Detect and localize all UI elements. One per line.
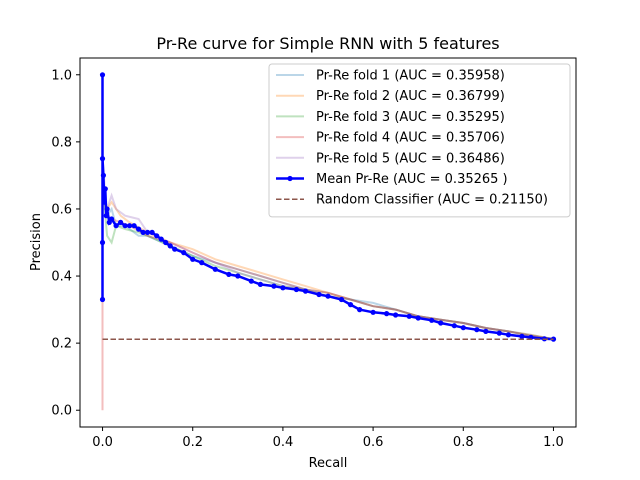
mean-point (370, 309, 376, 315)
mean-point (99, 72, 106, 78)
mean-point (113, 223, 119, 229)
plot-area (99, 72, 557, 411)
mean-point (316, 291, 322, 298)
y-tick-label: 0.8 (51, 135, 72, 150)
mean-point (483, 328, 489, 334)
x-tick-label: 0.6 (363, 435, 384, 450)
mean-point (415, 315, 421, 321)
mean-point (248, 278, 254, 284)
legend: Pr-Re fold 1 (AUC = 0.35958) Pr-Re fold 2… (268, 63, 571, 218)
series-line-5 (101, 155, 554, 341)
mean-point (99, 156, 106, 162)
mean-point (199, 260, 205, 266)
mean-point (226, 271, 232, 277)
mean-point (181, 250, 187, 256)
mean-point (109, 216, 115, 222)
legend-entry: Pr-Re fold 3 (AUC = 0.35295) (316, 110, 505, 125)
x-tick-label: 1.0 (543, 435, 564, 450)
mean-point (505, 332, 511, 338)
series-line-3 (101, 182, 554, 341)
mean-point (167, 243, 173, 249)
legend-box (268, 63, 571, 218)
mean-point (158, 236, 164, 242)
mean-point (460, 325, 466, 331)
mean-point (357, 307, 363, 313)
axis-ticks: 0.0 0.2 0.4 0.6 0.8 1.0 0.0 0.2 0.4 0.6 0.8 1.0 (51, 68, 563, 450)
mean-point (438, 320, 444, 326)
x-tick-label: 0.4 (273, 435, 294, 450)
mean-point (172, 246, 178, 252)
mean-point (102, 186, 108, 192)
axes-frame (79, 57, 577, 428)
legend-entry: Pr-Re fold 2 (AUC = 0.36799) (316, 89, 505, 104)
mean-point (190, 256, 196, 262)
x-tick-label: 0.2 (182, 435, 203, 450)
mean-point (103, 213, 109, 219)
mean-point (302, 288, 309, 294)
mean-point (280, 285, 286, 291)
mean-point (519, 333, 525, 339)
mean-point (257, 281, 263, 287)
mean-point (104, 206, 110, 212)
y-axis-label: Precision (29, 213, 44, 271)
legend-entry: Mean Pr-Re (AUC = 0.35265 ) (316, 172, 508, 187)
mean-point (136, 226, 142, 232)
mean-point (99, 296, 106, 303)
mean-point (100, 172, 106, 178)
mean-point (293, 286, 299, 293)
legend-entry: Random Classifier (AUC = 0.21150) (316, 193, 548, 208)
legend-entry: Pr-Re fold 5 (AUC = 0.36486) (316, 151, 505, 166)
mean-point (325, 293, 331, 299)
y-tick-label: 0.2 (51, 337, 72, 352)
mean-point (338, 296, 345, 303)
mean-point (149, 229, 155, 235)
mean-point (140, 229, 146, 235)
mean-point (101, 199, 107, 205)
mean-point (429, 317, 435, 323)
y-tick-label: 1.0 (51, 68, 72, 83)
series-line-2 (101, 175, 554, 341)
mean-point (451, 323, 457, 329)
mean-point (163, 239, 169, 246)
y-tick-label: 0.6 (51, 202, 72, 217)
mean-point (271, 283, 277, 289)
mean-point (474, 327, 480, 333)
legend-marker (287, 175, 293, 182)
mean-point (127, 223, 133, 229)
chart-title: Pr-Re curve for Simple RNN with 5 featur… (156, 34, 499, 53)
legend-entry: Pr-Re fold 4 (AUC = 0.35706) (316, 131, 505, 146)
mean-point (384, 311, 390, 317)
mean-point (145, 229, 151, 235)
y-tick-label: 0.0 (51, 404, 72, 419)
mean-point (118, 219, 124, 225)
mean-point (99, 239, 106, 246)
mean-point (122, 223, 128, 229)
legend-entry: Pr-Re fold 1 (AUC = 0.35958) (316, 69, 505, 84)
mean-point (347, 302, 354, 308)
series-line-1 (101, 168, 554, 341)
mean-point (235, 273, 241, 279)
y-tick-label: 0.4 (51, 270, 72, 285)
mean-point (154, 233, 160, 239)
mean-point (393, 312, 399, 318)
x-tick-label: 0.0 (92, 435, 113, 450)
mean-point (406, 313, 412, 319)
mean-point (496, 330, 502, 336)
mean-point (131, 223, 137, 229)
x-tick-label: 0.8 (453, 435, 474, 450)
x-axis-label: Recall (309, 456, 348, 471)
mean-point (212, 266, 218, 272)
